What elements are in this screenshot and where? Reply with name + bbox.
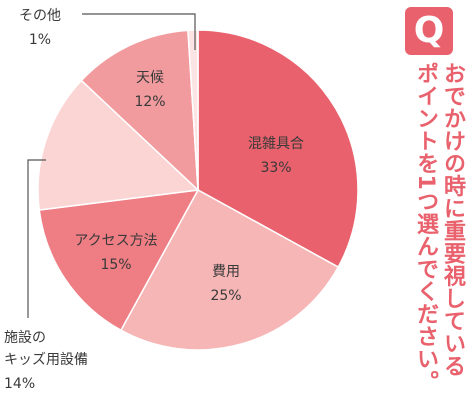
label-congestion-value: 33% <box>260 160 291 176</box>
label-access-value: 15% <box>100 257 131 273</box>
leader-line-kids <box>27 159 46 318</box>
label-other-name: その他 <box>19 8 61 24</box>
label-kids-name-line2: キッズ用設備 <box>4 352 88 368</box>
label-cost-name: 費用 <box>212 264 240 280</box>
label-congestion-name: 混雑具合 <box>248 136 304 152</box>
label-other-value: 1% <box>29 32 51 48</box>
slice-cost <box>119 188 340 351</box>
pie-chart: 混雑具合 33% 費用 25% アクセス方法 15% 施設の キッズ用設備 14… <box>4 8 359 392</box>
slice-kids-facilities <box>37 79 200 211</box>
leader-lines <box>27 13 196 318</box>
slice-labels: 混雑具合 33% 費用 25% アクセス方法 15% 施設の キッズ用設備 14… <box>4 8 304 392</box>
label-weather-name: 天候 <box>136 70 164 86</box>
leader-line-other <box>82 13 196 50</box>
label-kids-value: 14% <box>4 376 35 392</box>
question-badge-letter: Q <box>413 10 445 51</box>
slice-access <box>38 189 200 332</box>
slice-weather <box>80 29 199 192</box>
pie-slices <box>37 29 359 351</box>
question-badge: Q <box>405 7 453 55</box>
slice-other <box>187 29 199 191</box>
label-kids-name-line1: 施設の <box>4 330 46 346</box>
label-access-name: アクセス方法 <box>74 233 157 249</box>
slice-congestion <box>197 29 359 269</box>
label-cost-value: 25% <box>210 288 241 304</box>
label-weather-value: 12% <box>134 94 165 110</box>
question-text: おでかけの時に重要視しているポイントを1つ選んでください。 <box>413 62 465 393</box>
